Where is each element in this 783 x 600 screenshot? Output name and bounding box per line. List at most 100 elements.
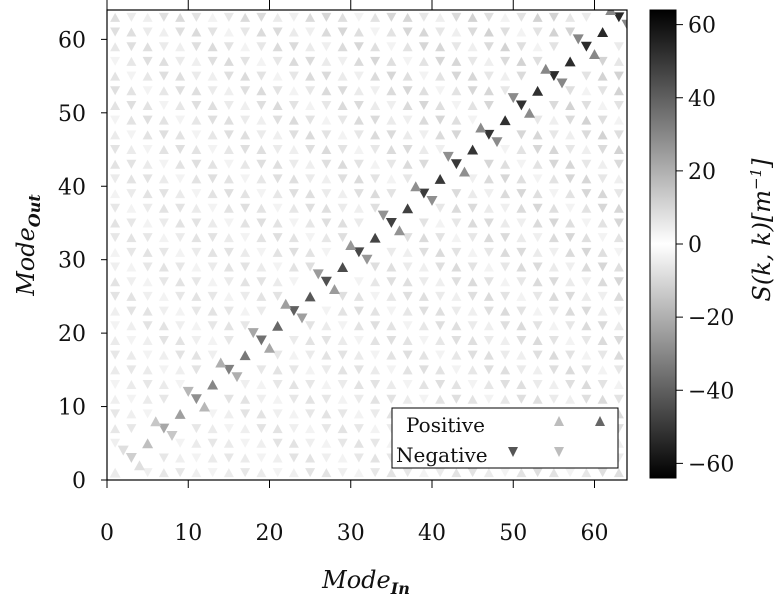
background-marker [386,365,397,375]
background-marker [451,247,462,257]
background-marker [110,174,121,184]
background-marker [500,380,511,390]
background-marker [467,394,478,404]
background-marker [483,306,494,316]
background-marker [418,233,429,243]
background-marker [451,335,462,345]
background-marker [223,262,234,272]
background-marker [370,189,381,199]
background-marker [451,365,462,375]
background-marker [305,409,316,419]
background-marker [256,86,267,96]
background-marker [451,203,462,213]
background-marker [142,12,153,22]
background-marker [288,86,299,96]
background-marker [597,115,608,125]
y-tick-label: 60 [58,28,86,53]
background-marker [110,335,121,345]
background-marker [142,27,153,37]
data-point [410,181,422,192]
background-marker [272,233,283,243]
colorbar-tick-label: 60 [688,14,716,39]
background-marker [223,453,234,463]
background-marker [516,71,527,81]
data-markers [109,10,627,478]
background-marker [418,42,429,52]
background-marker [353,453,364,463]
background-marker [321,130,332,140]
background-marker [321,438,332,448]
background-marker [126,277,137,287]
background-marker [483,380,494,390]
data-point [207,379,219,390]
background-marker [288,145,299,155]
data-point [312,269,324,280]
background-marker [272,159,283,169]
background-marker [223,203,234,213]
background-marker [223,12,234,22]
background-marker [532,174,543,184]
background-marker [402,380,413,390]
background-marker [565,291,576,301]
background-marker [353,468,364,478]
background-marker [565,174,576,184]
background-marker [288,365,299,375]
background-marker [613,86,624,96]
background-marker [126,321,137,331]
background-marker [337,365,348,375]
background-marker [435,27,446,37]
background-marker [516,262,527,272]
background-marker [597,321,608,331]
background-marker [191,86,202,96]
background-marker [548,130,559,140]
background-marker [191,233,202,243]
background-marker [240,380,251,390]
data-point [174,408,186,419]
data-point [556,78,568,89]
background-marker [613,350,624,360]
background-marker [223,159,234,169]
background-marker [207,27,218,37]
background-marker [532,380,543,390]
data-point [134,460,145,471]
y-tick-label: 40 [58,175,86,200]
background-marker [435,350,446,360]
background-marker [500,277,511,287]
background-marker [370,203,381,213]
background-marker [548,380,559,390]
background-marker [386,321,397,331]
background-marker [191,174,202,184]
background-marker [483,218,494,228]
background-marker [418,291,429,301]
background-marker [256,42,267,52]
data-point [199,401,210,412]
background-marker [565,233,576,243]
background-marker [256,218,267,228]
background-marker [370,42,381,52]
background-marker [451,468,462,478]
background-marker [532,189,543,199]
background-marker [500,12,511,22]
background-marker [191,453,202,463]
background-marker [142,56,153,66]
background-marker [175,306,186,316]
background-marker [483,27,494,37]
background-marker [256,424,267,434]
background-marker [418,306,429,316]
background-marker [435,100,446,110]
background-marker [500,306,511,316]
background-marker [337,115,348,125]
background-marker [402,306,413,316]
background-marker [321,335,332,345]
background-marker [613,203,624,213]
background-marker [370,409,381,419]
background-marker [353,335,364,345]
background-marker [158,291,169,301]
background-marker [288,262,299,272]
background-marker [370,335,381,345]
background-marker [110,189,121,199]
background-marker [256,233,267,243]
background-marker [353,86,364,96]
background-marker [272,453,283,463]
background-marker [435,365,446,375]
